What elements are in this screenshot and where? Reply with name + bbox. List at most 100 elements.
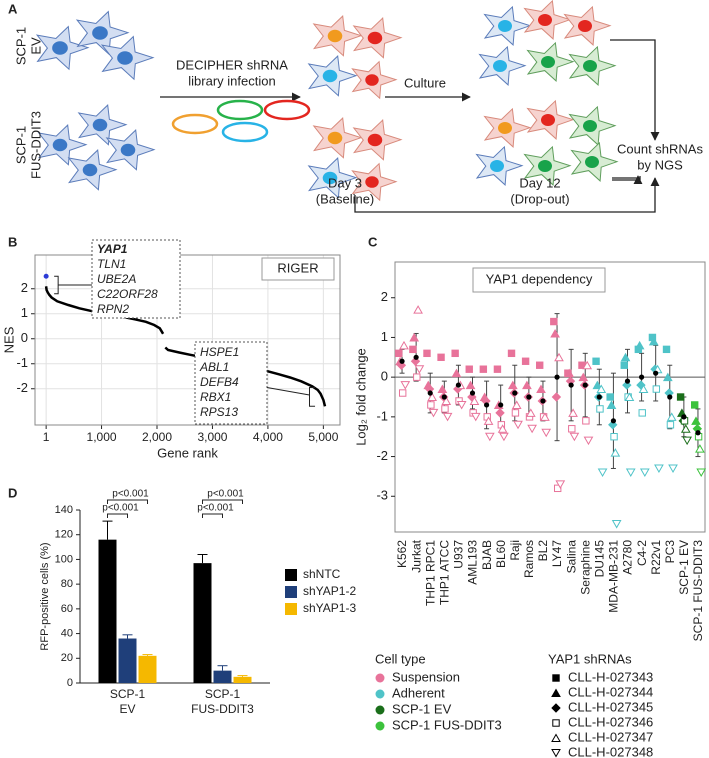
legend-label: CLL-H-027345 [568,699,653,714]
mean-dot [455,382,462,388]
marker [620,361,628,369]
gene-box [194,341,268,425]
legend-label: CLL-H-027347 [568,729,653,744]
marker [582,417,590,425]
x-tick-label: AML193 [466,540,480,585]
gene-label: C22ORF28 [97,287,158,301]
y-tick-label: -3 [376,488,388,503]
x-tick-label: 4,000 [253,430,283,444]
row-label-line: FUS-DDIT3 [28,111,43,179]
gene-box [91,239,181,319]
marker [497,424,508,433]
sig-label: p<0.001 [112,489,149,500]
y-axis-label: Log₂ fold change [353,348,368,446]
marker [398,389,407,397]
marker [522,380,532,390]
plasmid [263,99,311,121]
marker [691,401,699,409]
gene-label: YAP1 [97,242,128,256]
marker [409,345,417,354]
nucleus [493,60,507,72]
marker [465,380,476,390]
y-tick-label: 60 [61,603,73,615]
marker [511,400,522,409]
marker [470,412,481,422]
marker [427,392,438,401]
marker [451,349,459,358]
bracket [309,387,316,407]
y-tick-label: 40 [61,627,73,639]
nucleus [367,31,383,45]
label-line: Day 3 [328,175,362,190]
marker [634,340,645,350]
marker [676,393,685,401]
x-tick-label: SCP-1 EV [677,540,691,595]
marker [493,365,502,373]
x-tick-label: A2780 [621,540,635,575]
arrow [612,175,643,185]
y-tick-label: 140 [55,504,73,516]
nucleus [498,122,512,134]
marker [555,480,566,489]
mean-dot [638,374,645,380]
marker [507,349,516,358]
marker [413,373,421,381]
mean-dot [695,430,701,436]
marker [400,381,411,390]
x-tick-label: R22v1 [649,540,663,575]
legend-label: shNTC [303,567,341,581]
marker [521,357,530,365]
plasmid [171,113,219,135]
marker [606,393,614,401]
nucleus [52,41,68,55]
marker [525,408,536,417]
gene-label: RPS13 [200,405,238,419]
chart-title: RIGER [277,260,318,275]
marker [551,392,562,402]
mean-dot [610,418,617,424]
nucleus [538,160,552,172]
x-tick-label: SCP-1 FUS-DDIT3 [691,540,705,642]
x-tick-label: Jurkat [409,539,423,572]
marker [638,384,649,394]
nucleus [498,20,512,32]
sig-label: p<0.001 [102,503,139,514]
marker [569,432,580,442]
sig-bracket [107,513,128,518]
row-label: SCP-1 EV [13,27,43,65]
y-tick-label: 20 [61,652,73,664]
title-box [261,257,335,281]
bracket [266,387,310,396]
marker [536,384,546,394]
label-line: library infection [188,73,275,88]
nucleus [583,60,597,72]
marker [540,412,550,421]
bar [213,670,232,683]
nucleus [327,29,343,43]
marker [413,305,423,314]
marker [552,719,560,727]
gene-label: DEFB4 [200,375,239,389]
nucleus [92,26,108,40]
x-tick-label: 1,000 [87,430,117,444]
x-tick-label: MDA-MB-231 [607,540,621,613]
bar [193,563,212,683]
marker [648,336,659,346]
marker [666,412,677,421]
marker [583,436,594,446]
nucleus [538,14,552,26]
x-tick-label: LY47 [550,540,564,567]
x-tick-label: Seraphine [578,540,592,595]
mean-dot [526,394,532,400]
marker [499,432,509,442]
marker [456,400,467,410]
marker [437,353,445,361]
mean-dot [540,398,546,404]
x-tick-label: THP1 RPC1 [423,540,437,606]
legend-swatch [375,673,385,683]
marker [666,421,675,429]
marker [483,416,494,425]
marker [513,420,523,430]
marker [620,352,631,362]
x-tick-label: 3,000 [197,430,227,444]
